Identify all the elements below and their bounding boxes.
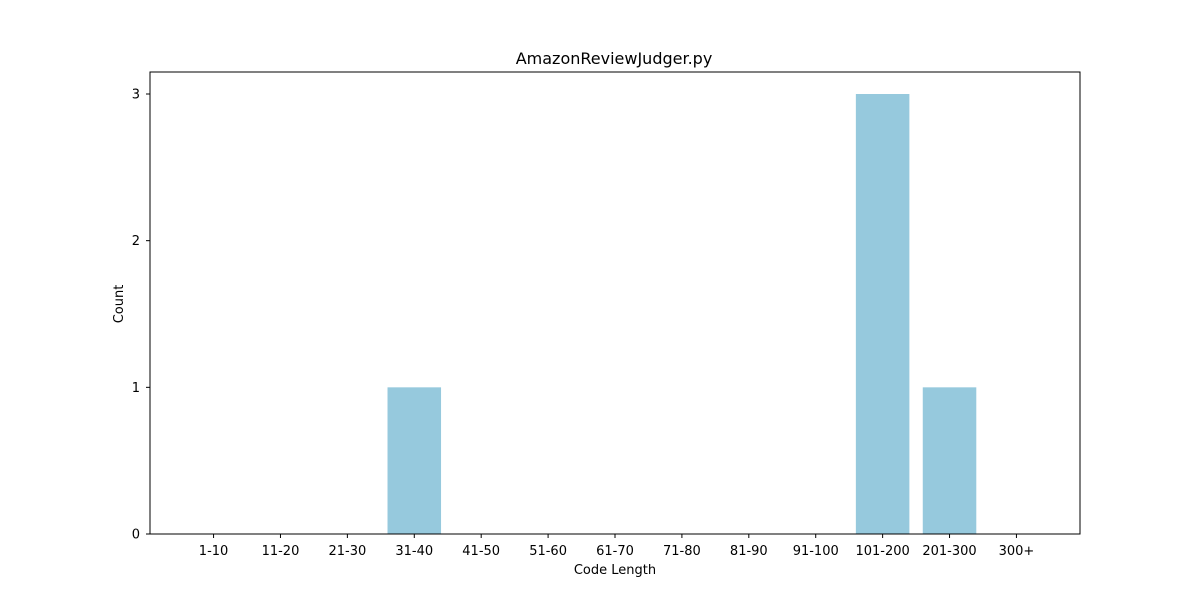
chart-title: AmazonReviewJudger.py xyxy=(516,49,713,68)
y-tick-label: 1 xyxy=(132,381,140,396)
x-tick-label: 11-20 xyxy=(262,544,300,559)
y-tick-label: 0 xyxy=(132,528,140,543)
x-tick-label: 81-90 xyxy=(730,544,768,559)
bar-201-300 xyxy=(923,387,977,534)
y-axis-label: Count xyxy=(112,285,127,324)
bar-31-40 xyxy=(388,387,442,534)
x-tick-label: 71-80 xyxy=(663,544,701,559)
x-axis-label: Code Length xyxy=(574,563,656,578)
x-tick-label: 91-100 xyxy=(793,544,839,559)
x-tick-label: 51-60 xyxy=(529,544,567,559)
x-tick-label: 1-10 xyxy=(199,544,229,559)
bar-101-200 xyxy=(856,94,910,534)
x-tick-label: 61-70 xyxy=(596,544,634,559)
x-tick-label: 300+ xyxy=(999,544,1035,559)
bars-group xyxy=(388,94,977,534)
x-tick-label: 101-200 xyxy=(855,544,909,559)
y-tick-label: 2 xyxy=(132,234,140,249)
x-tick-label: 31-40 xyxy=(395,544,433,559)
x-tick-label: 41-50 xyxy=(462,544,500,559)
y-axis-ticks: 0 1 2 3 xyxy=(132,88,150,543)
x-axis-ticks: 1-10 11-20 21-30 31-40 41-50 51-60 61-70 71-80 8… xyxy=(199,534,1034,559)
y-tick-label: 3 xyxy=(132,88,140,103)
x-tick-label: 21-30 xyxy=(328,544,366,559)
x-tick-label: 201-300 xyxy=(922,544,976,559)
